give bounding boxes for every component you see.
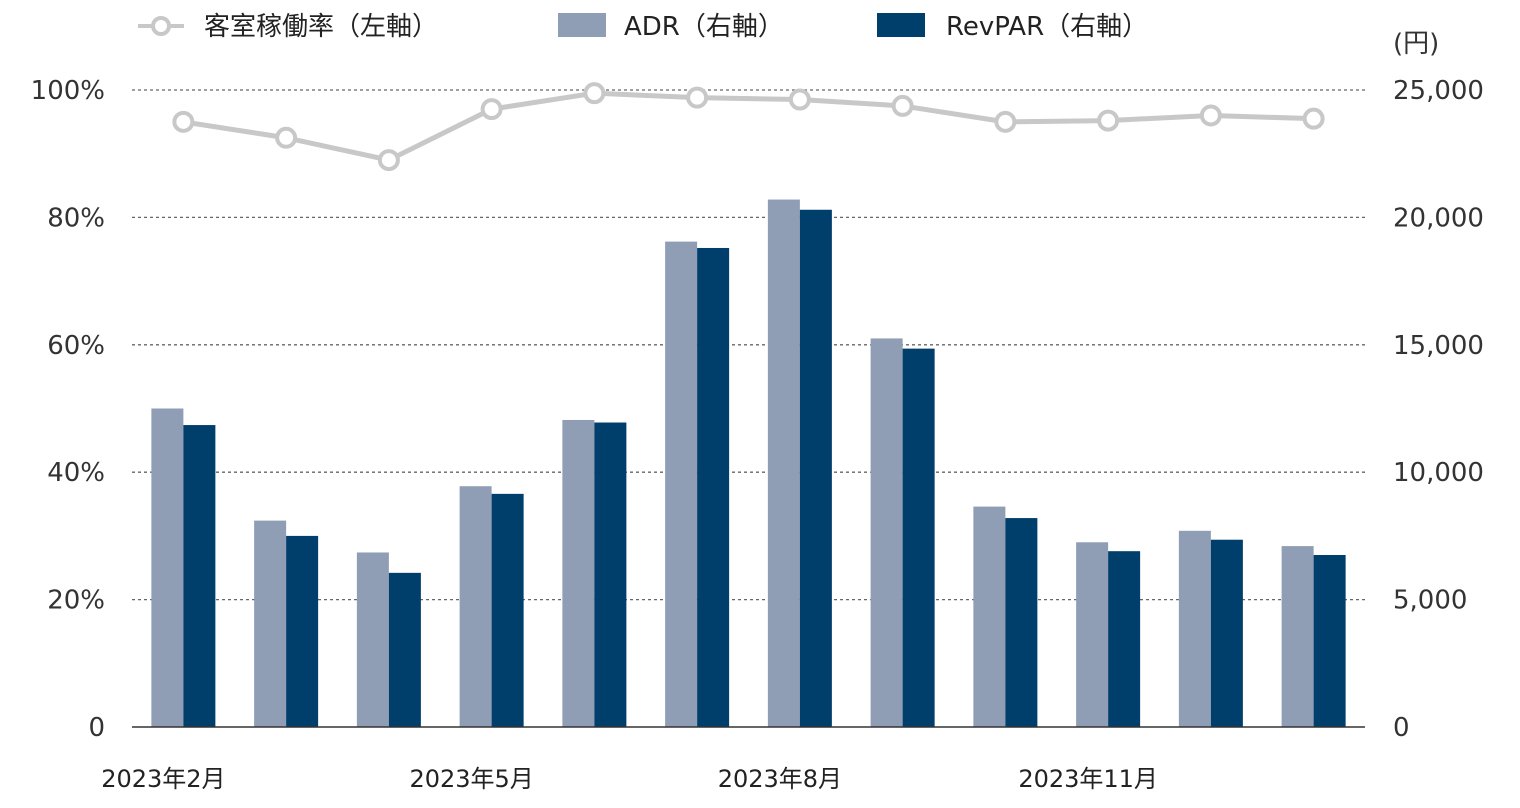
adr-bar (973, 506, 1006, 727)
revpar-bar (697, 247, 730, 727)
revpar-bar (183, 425, 216, 727)
occupancy-point (788, 88, 811, 111)
occupancy-point (1302, 107, 1325, 130)
revpar-bar (902, 348, 935, 727)
legend-swatch-revpar (877, 13, 925, 37)
x-tick-label: 2023年2月 (101, 765, 225, 793)
right-axis-unit: (円) (1393, 29, 1439, 59)
adr-bar (1076, 542, 1109, 727)
adr-bar (1281, 546, 1314, 727)
revpar-bar (388, 572, 421, 727)
adr-bar (767, 199, 800, 728)
revpar-bar (491, 493, 524, 727)
occupancy-point (1097, 109, 1120, 132)
occupancy-point (1199, 104, 1222, 127)
gridlines (132, 89, 1365, 601)
occupancy-point (994, 110, 1017, 133)
legend-label-adr: ADR（右軸） (624, 12, 784, 42)
legend: 客室稼働率（左軸） ADR（右軸） RevPAR（右軸） (138, 12, 1148, 42)
left-tick-label: 40% (47, 458, 105, 488)
adr-bar (1178, 530, 1211, 727)
revpar-bar (286, 535, 319, 727)
adr-bar (665, 241, 698, 727)
adr-bar (356, 552, 389, 727)
left-tick-label: 20% (47, 586, 105, 616)
legend-line-point (151, 16, 171, 36)
right-tick-label: 15,000 (1393, 331, 1484, 361)
x-tick-label: 2023年11月 (1018, 765, 1158, 793)
revpar-bar (799, 209, 832, 728)
occupancy-point (480, 98, 503, 121)
occupancy-point (172, 110, 195, 133)
adr-bar (870, 338, 903, 727)
left-tick-label: 60% (47, 331, 105, 361)
legend-label-occupancy: 客室稼働率（左軸） (204, 12, 438, 42)
right-tick-label: 20,000 (1393, 203, 1484, 233)
left-tick-label: 80% (47, 203, 105, 233)
occupancy-line-path (182, 90, 1314, 163)
occupancy-point (891, 94, 914, 117)
right-tick-label: 10,000 (1393, 458, 1484, 488)
adr-bar (151, 408, 184, 727)
left-axis-ticks: 0 20% 40% 60% 80% 100% (31, 76, 105, 743)
x-tick-label: 2023年8月 (718, 765, 842, 793)
bars (151, 199, 1346, 728)
right-tick-label: 25,000 (1393, 76, 1484, 106)
occupancy-line (172, 82, 1325, 172)
left-tick-label: 100% (31, 76, 105, 106)
adr-bar (459, 486, 492, 727)
right-axis-ticks: 0 5,000 10,000 15,000 20,000 25,000 (1393, 76, 1484, 743)
x-axis-labels: 2023年2月 2023年5月 2023年8月 2023年11月 (101, 765, 1158, 793)
occupancy-point (377, 149, 400, 172)
x-tick-label: 2023年5月 (409, 765, 533, 793)
revpar-bar (1108, 551, 1141, 727)
occupancy-point (275, 126, 298, 149)
revpar-bar (1210, 539, 1243, 727)
revpar-bar (594, 422, 627, 727)
legend-label-revpar: RevPAR（右軸） (946, 12, 1148, 42)
adr-bar (254, 520, 287, 727)
legend-swatch-adr (558, 13, 606, 37)
right-tick-label: 5,000 (1393, 586, 1467, 616)
revpar-bar (1313, 555, 1346, 727)
occupancy-point (583, 82, 606, 105)
occupancy-point (686, 86, 709, 109)
right-tick-label: 0 (1393, 713, 1410, 743)
revpar-bar (1005, 518, 1038, 727)
left-tick-label: 0 (88, 713, 105, 743)
adr-bar (562, 419, 595, 727)
